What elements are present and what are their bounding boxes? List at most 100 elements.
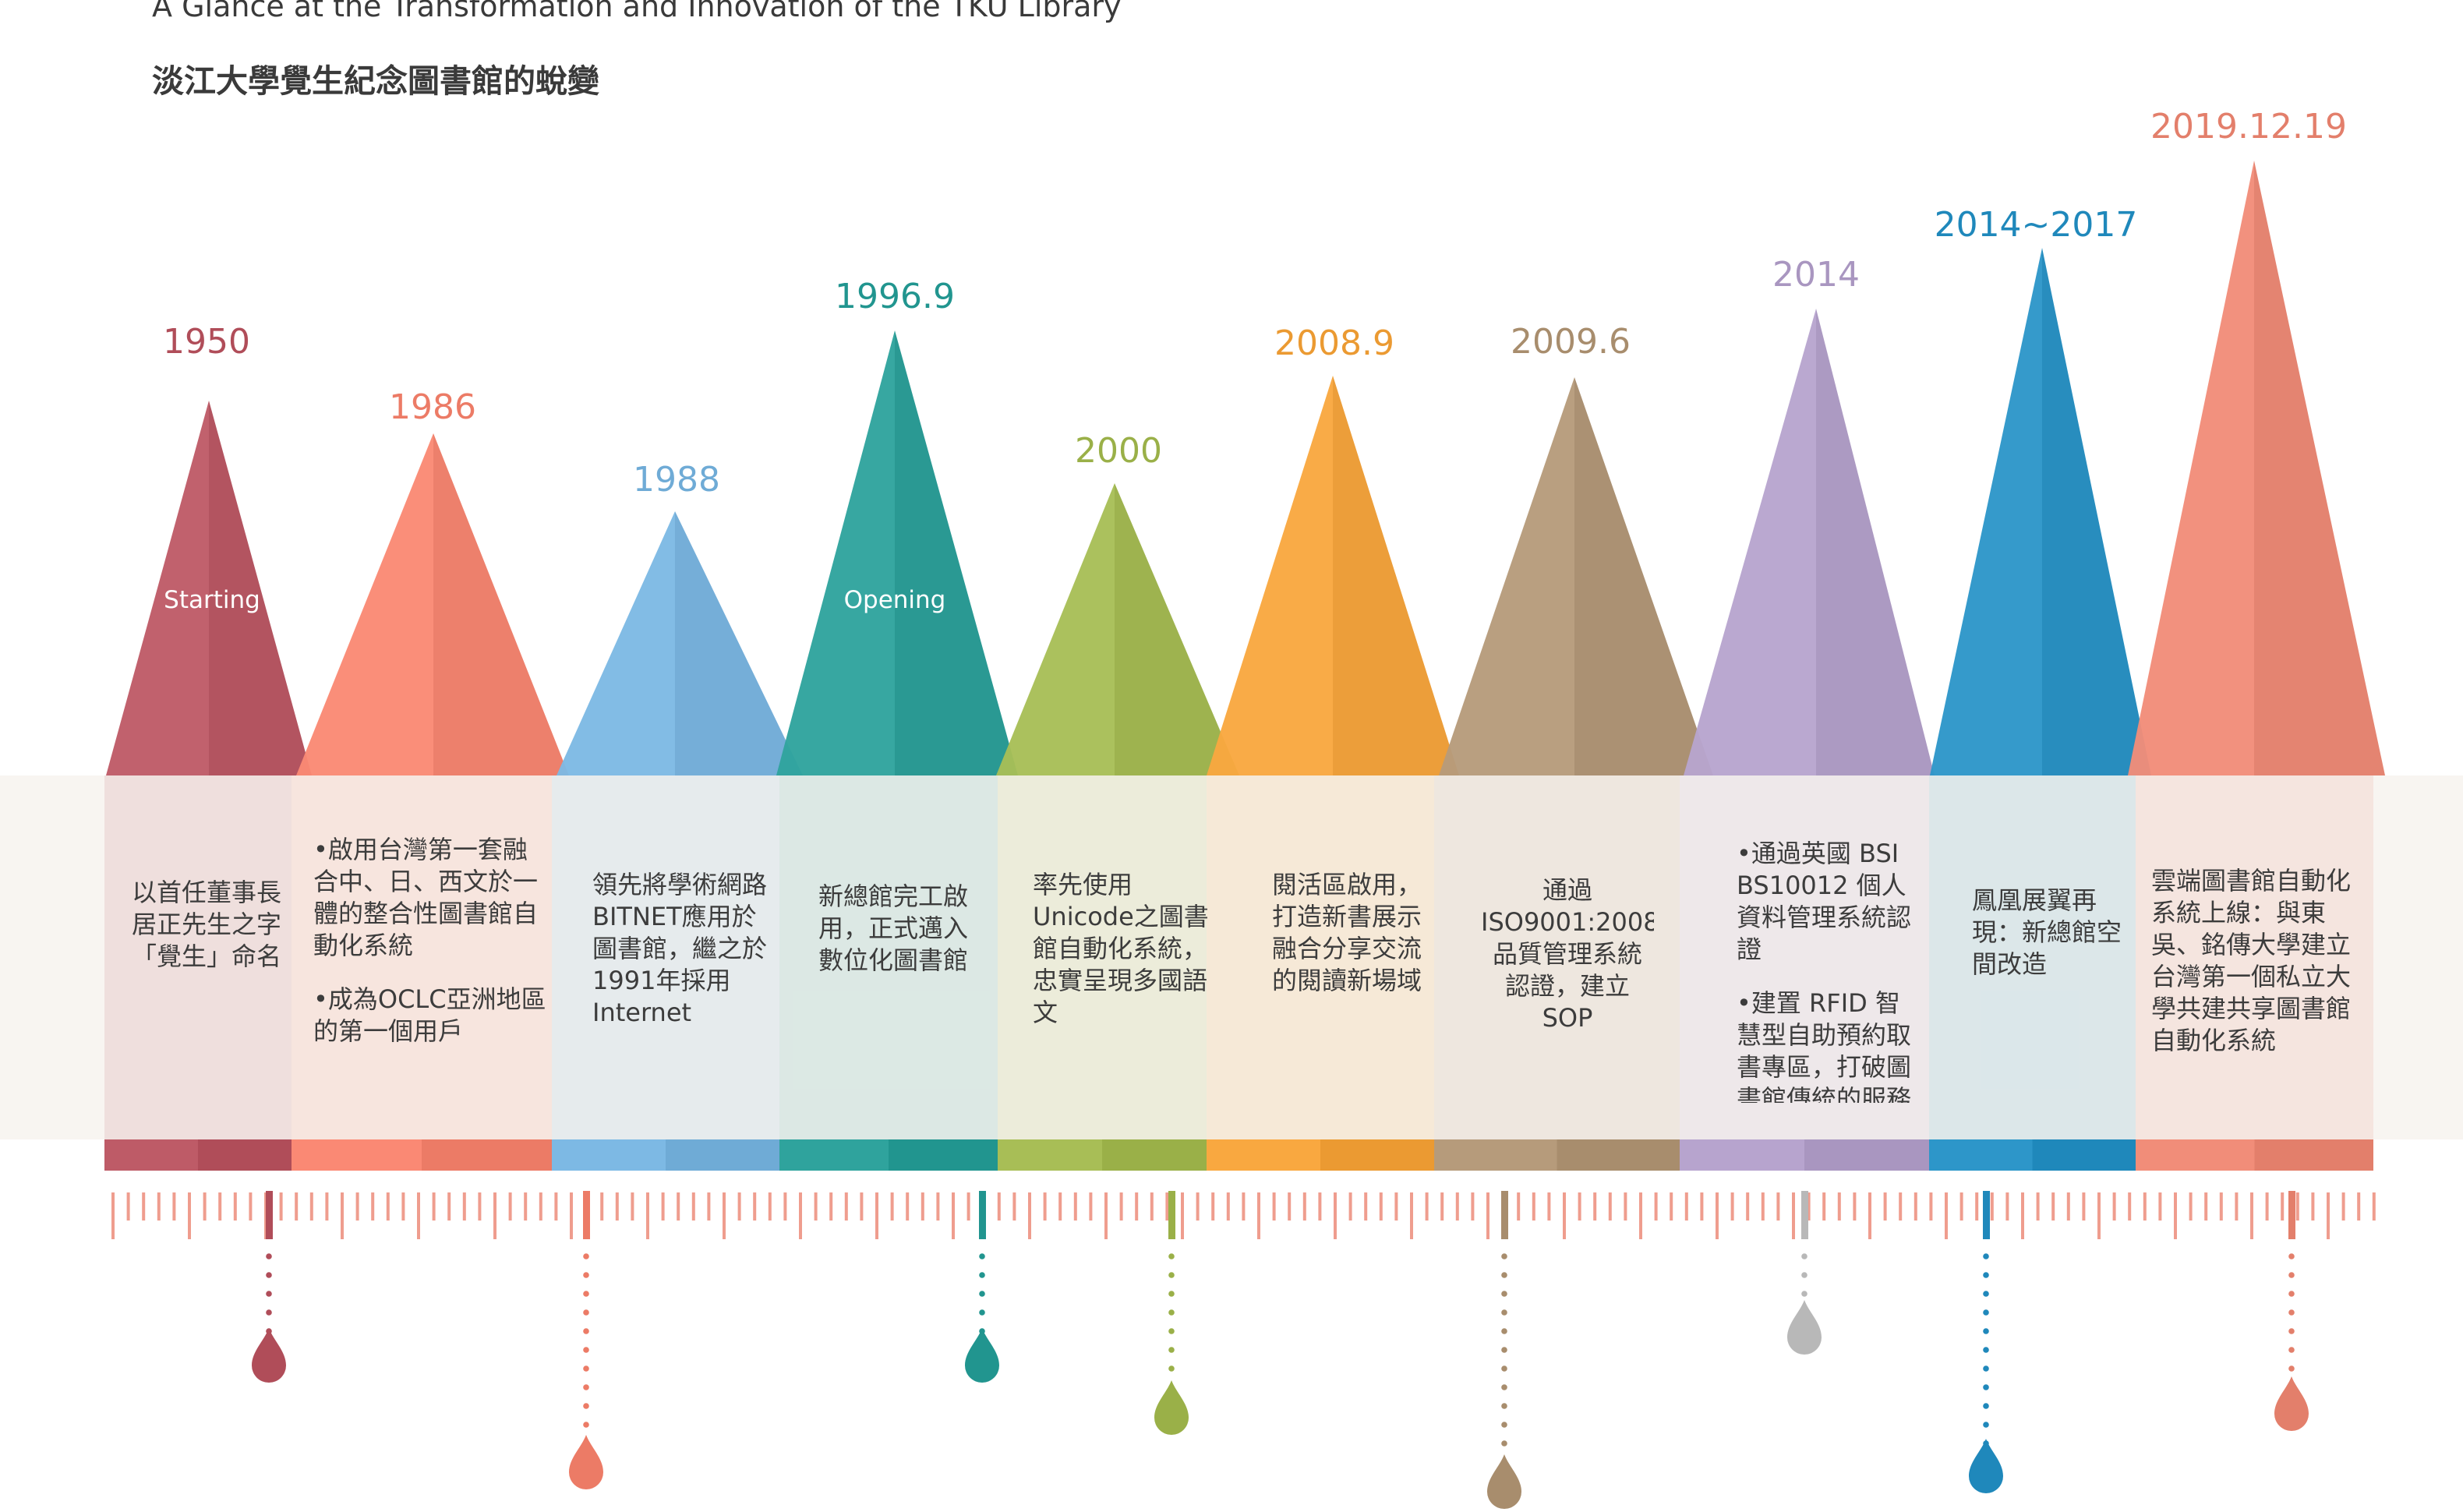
marker-tick bbox=[2288, 1191, 2295, 1239]
ruler-tick bbox=[1563, 1192, 1566, 1239]
ruler-tick bbox=[1929, 1192, 1933, 1221]
ruler-tick bbox=[1822, 1192, 1826, 1221]
description-1988: 領先將學術網路BITNET應用於圖書館，繼之於1991年採用Internet bbox=[592, 869, 772, 1029]
ruler-tick bbox=[646, 1192, 649, 1239]
ruler-tick bbox=[1181, 1192, 1184, 1239]
marker-dot bbox=[1501, 1291, 1507, 1297]
description-band bbox=[0, 775, 2463, 1139]
ruler-tick bbox=[1990, 1192, 1994, 1221]
color-bar-segment bbox=[1434, 1139, 1557, 1171]
ruler-tick bbox=[508, 1192, 512, 1221]
ruler-tick bbox=[111, 1192, 115, 1239]
ruler-tick bbox=[2036, 1192, 2040, 1221]
ruler-tick bbox=[1624, 1192, 1627, 1221]
ruler-tick bbox=[2235, 1192, 2239, 1221]
year-label: 2009.6 bbox=[1511, 322, 1631, 362]
ruler-tick bbox=[2112, 1192, 2116, 1221]
ruler-tick bbox=[1211, 1192, 1215, 1221]
ruler-tick bbox=[814, 1192, 818, 1221]
ruler-tick bbox=[936, 1192, 940, 1221]
ruler-tick bbox=[524, 1192, 528, 1221]
peak-left-face bbox=[1684, 309, 1816, 775]
ruler-tick bbox=[1425, 1192, 1429, 1221]
ruler-tick bbox=[966, 1192, 970, 1221]
description-paragraph: 閱活區啟用，打造新書展示融合分享交流的閱讀新場域 bbox=[1272, 870, 1422, 995]
marker-tick bbox=[1168, 1191, 1175, 1239]
marker-dot bbox=[2288, 1272, 2295, 1278]
column-tint bbox=[104, 775, 292, 1139]
marker-dot bbox=[583, 1384, 589, 1390]
marker-dot bbox=[1168, 1291, 1175, 1297]
color-bar-segment bbox=[889, 1139, 998, 1171]
ruler-tick bbox=[218, 1192, 222, 1221]
description-2009.6: 通過ISO9001:2008品質管理系統認證，建立SOP bbox=[1481, 874, 1654, 1034]
year-label: 2000 bbox=[1075, 431, 1162, 471]
ruler-tick bbox=[661, 1192, 665, 1221]
ruler-tick bbox=[462, 1192, 466, 1221]
milestone-marker bbox=[569, 1191, 603, 1489]
droplet-icon bbox=[2274, 1376, 2309, 1431]
year-label: 1986 bbox=[389, 387, 476, 427]
ruler-tick bbox=[2265, 1192, 2269, 1221]
milestone-marker bbox=[965, 1191, 999, 1383]
marker-dot bbox=[1801, 1272, 1807, 1278]
marker-dot bbox=[1983, 1347, 1989, 1353]
peak-left-face bbox=[557, 511, 675, 775]
peak-right-face bbox=[1333, 376, 1459, 775]
description-paragraph: •建置 RFID 智慧型自助預約取書專區，打破圖書館傳統的服務模式 bbox=[1737, 988, 1912, 1103]
ruler-tick bbox=[1776, 1192, 1780, 1221]
marker-tick bbox=[266, 1191, 273, 1239]
color-bar-segment bbox=[1102, 1139, 1207, 1171]
peak-right-face bbox=[895, 330, 1018, 775]
milestone-marker bbox=[1154, 1191, 1189, 1435]
description-paragraph: 領先將學術網路BITNET應用於圖書館，繼之於1991年採用Internet bbox=[592, 870, 768, 1027]
ruler-tick bbox=[2051, 1192, 2055, 1221]
color-bar-segment bbox=[292, 1139, 422, 1171]
ruler-tick bbox=[1486, 1192, 1489, 1239]
peak-left-face bbox=[1207, 376, 1333, 775]
ruler-tick bbox=[783, 1192, 787, 1221]
ruler-tick bbox=[1012, 1192, 1016, 1221]
ruler-tick bbox=[844, 1192, 848, 1221]
description-paragraph: 通過ISO9001:2008品質管理系統認證，建立SOP bbox=[1481, 875, 1654, 1033]
droplet-icon bbox=[1969, 1439, 2003, 1493]
ruler-tick bbox=[1089, 1192, 1093, 1221]
ruler-tick bbox=[2204, 1192, 2208, 1221]
ruler-tick bbox=[2311, 1192, 2315, 1221]
marker-dot bbox=[583, 1347, 589, 1353]
marker-dot bbox=[2288, 1365, 2295, 1372]
ruler-tick bbox=[1853, 1192, 1857, 1221]
column-tint bbox=[292, 775, 552, 1139]
color-bar-segment bbox=[779, 1139, 889, 1171]
marker-dot bbox=[1501, 1440, 1507, 1447]
ruler-tick bbox=[249, 1192, 253, 1221]
marker-dot bbox=[1168, 1365, 1175, 1372]
milestone-marker bbox=[1969, 1191, 2003, 1493]
ruler-tick bbox=[1730, 1192, 1734, 1221]
peak-left-face bbox=[996, 483, 1115, 775]
marker-tick bbox=[583, 1191, 590, 1239]
ruler-tick bbox=[157, 1192, 161, 1221]
marker-dot bbox=[979, 1272, 985, 1278]
description-2014~2017: 鳳凰展翼再現：新總館空間改造 bbox=[1972, 885, 2128, 980]
marker-dot bbox=[583, 1309, 589, 1316]
peak-2014 bbox=[1684, 309, 1935, 775]
ruler-tick bbox=[447, 1192, 451, 1221]
year-label: 1996.9 bbox=[835, 277, 955, 316]
ruler bbox=[111, 1191, 2376, 1509]
ruler-tick bbox=[1471, 1192, 1475, 1221]
ruler-tick bbox=[1837, 1192, 1841, 1221]
ruler-tick bbox=[2143, 1192, 2147, 1221]
year-label: 1950 bbox=[163, 322, 250, 362]
ruler-tick bbox=[2341, 1192, 2345, 1221]
ruler-tick bbox=[615, 1192, 619, 1221]
ruler-tick bbox=[1532, 1192, 1535, 1221]
marker-dot bbox=[583, 1422, 589, 1428]
droplet-icon bbox=[251, 1328, 286, 1383]
marker-dot bbox=[1801, 1291, 1807, 1297]
peak-left-face bbox=[1439, 377, 1574, 775]
marker-dot bbox=[1983, 1309, 1989, 1316]
marker-tick bbox=[979, 1191, 986, 1239]
marker-dot bbox=[266, 1291, 272, 1297]
droplet-icon bbox=[1487, 1454, 1521, 1509]
